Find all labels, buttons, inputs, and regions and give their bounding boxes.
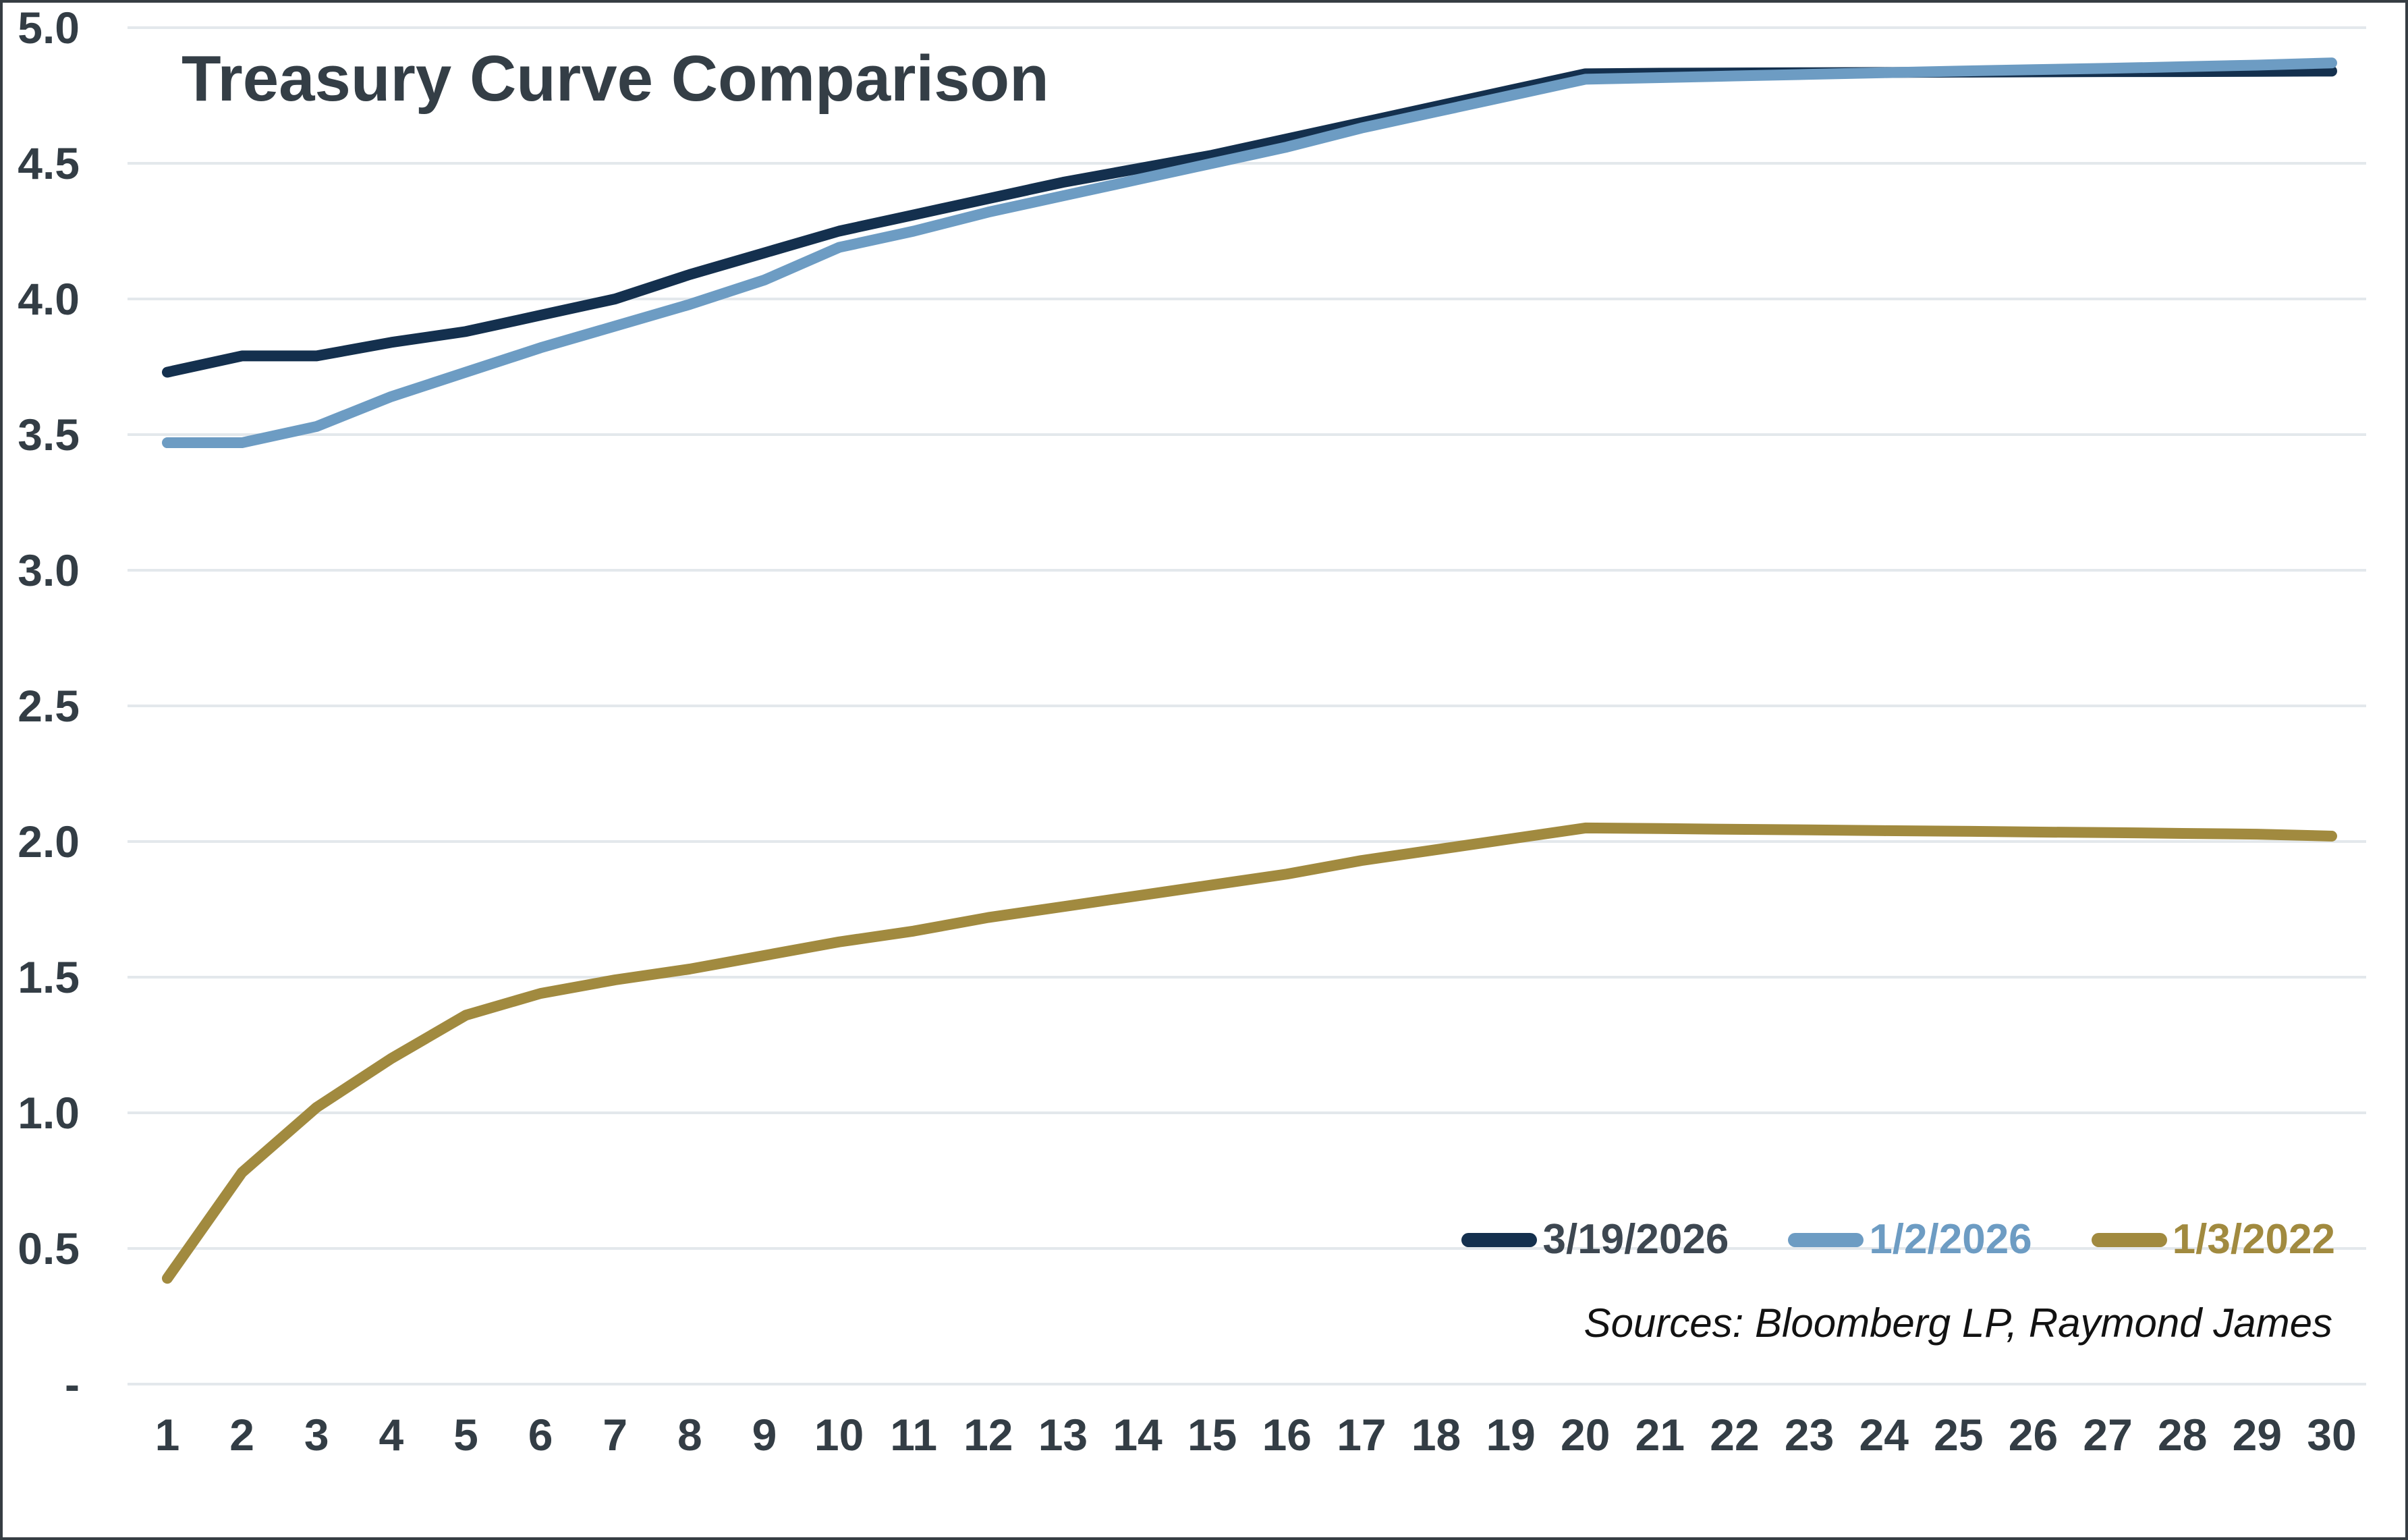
legend-label-1-3-2022: 1/3/2022 <box>2172 1216 2335 1263</box>
x-tick-label: 20 <box>1561 1410 1611 1460</box>
y-tick-label: 4.0 <box>18 274 80 324</box>
y-tick-label: 1.0 <box>18 1088 80 1138</box>
series-line-1-3-2022 <box>162 822 2337 1284</box>
x-tick-label: 29 <box>2232 1410 2283 1460</box>
x-tick-label: 21 <box>1635 1410 1685 1460</box>
y-tick-label: - <box>65 1359 80 1409</box>
x-tick-label: 11 <box>890 1410 938 1460</box>
legend-swatch-1-2-2026 <box>1788 1232 1864 1247</box>
gridlines <box>128 26 2366 1385</box>
series-line-3-19-2026 <box>162 65 2337 378</box>
series-lines <box>162 57 2337 1284</box>
y-tick-label: 2.0 <box>18 817 80 867</box>
x-tick-label: 14 <box>1113 1410 1163 1460</box>
y-tick-label: 3.0 <box>18 545 80 595</box>
x-tick-label: 23 <box>1784 1410 1835 1460</box>
series-line-1-2-2026 <box>162 57 2337 449</box>
y-tick-label: 4.5 <box>18 138 80 188</box>
x-tick-label: 6 <box>528 1410 553 1460</box>
x-tick-label: 8 <box>677 1410 702 1460</box>
legend-label-1-2-2026: 1/2/2026 <box>1869 1216 2032 1263</box>
y-tick-label: 5.0 <box>18 3 80 53</box>
x-tick-label: 22 <box>1710 1410 1760 1460</box>
x-tick-label: 5 <box>453 1410 478 1460</box>
y-tick-label: 1.5 <box>18 952 80 1002</box>
x-tick-label: 13 <box>1038 1410 1088 1460</box>
page-title: Treasury Curve Comparison <box>181 43 1049 115</box>
x-tick-label: 27 <box>2083 1410 2133 1460</box>
legend-label-3-19-2026: 3/19/2026 <box>1542 1216 1729 1263</box>
legend-item-1-3-2022: 1/3/2022 <box>2091 1216 2335 1263</box>
x-tick-label: 15 <box>1187 1410 1237 1460</box>
x-tick-label: 30 <box>2307 1410 2357 1460</box>
legend-item-3-19-2026: 3/19/2026 <box>1461 1217 1729 1263</box>
x-tick-label: 26 <box>2008 1410 2059 1460</box>
x-tick-label: 17 <box>1337 1410 1387 1460</box>
x-tick-label: 25 <box>1934 1410 1984 1460</box>
sources-note: Sources: Bloomberg LP, Raymond James <box>1584 1300 2332 1346</box>
x-tick-label: 4 <box>379 1410 404 1460</box>
legend-swatch-3-19-2026 <box>1461 1232 1538 1247</box>
legend: 3/19/2026 1/2/2026 1/3/2022 <box>1461 1217 2335 1263</box>
y-tick-label: 0.5 <box>18 1223 80 1273</box>
x-tick-label: 7 <box>603 1410 628 1460</box>
legend-swatch-1-3-2022 <box>2091 1232 2167 1247</box>
chart-canvas <box>128 26 2366 1385</box>
x-tick-label: 24 <box>1859 1410 1909 1460</box>
x-tick-label: 18 <box>1411 1410 1461 1460</box>
x-tick-label: 9 <box>752 1410 777 1460</box>
y-tick-label: 3.5 <box>18 410 80 460</box>
x-tick-label: 3 <box>304 1410 329 1460</box>
legend-item-1-2-2026: 1/2/2026 <box>1788 1217 2032 1263</box>
x-tick-label: 12 <box>963 1410 1013 1460</box>
x-tick-label: 19 <box>1486 1410 1536 1460</box>
x-tick-label: 1 <box>155 1410 180 1460</box>
x-tick-label: 16 <box>1262 1410 1312 1460</box>
x-tick-label: 10 <box>814 1410 864 1460</box>
x-tick-label: 28 <box>2158 1410 2208 1460</box>
y-tick-label: 2.5 <box>18 681 80 731</box>
x-tick-label: 2 <box>229 1410 254 1460</box>
